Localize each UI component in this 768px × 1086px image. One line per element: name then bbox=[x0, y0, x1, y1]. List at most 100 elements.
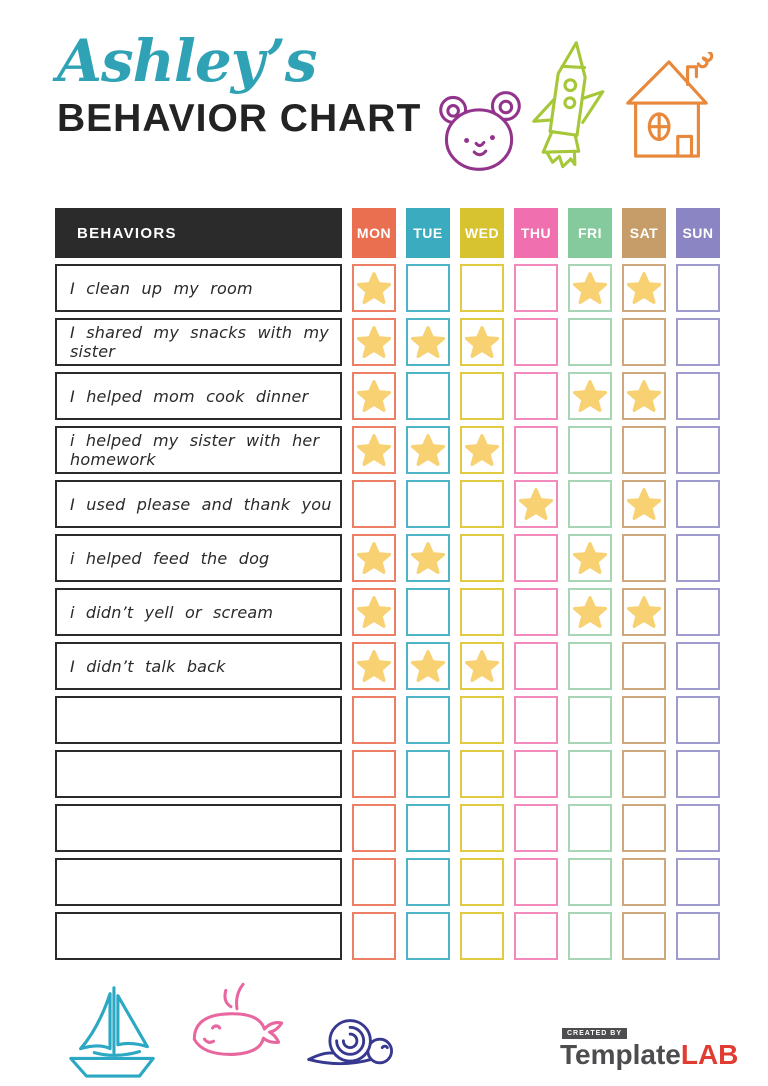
star-cell-sun[interactable] bbox=[676, 804, 720, 852]
star-cell-sun[interactable] bbox=[676, 588, 720, 636]
star-cell-mon[interactable] bbox=[352, 750, 396, 798]
star-icon bbox=[357, 434, 391, 466]
star-cell-fri[interactable] bbox=[568, 534, 612, 582]
star-cell-wed[interactable] bbox=[460, 264, 504, 312]
star-cell-fri[interactable] bbox=[568, 372, 612, 420]
star-cell-wed[interactable] bbox=[460, 804, 504, 852]
star-cell-mon[interactable] bbox=[352, 426, 396, 474]
star-cell-mon[interactable] bbox=[352, 534, 396, 582]
star-cell-thu[interactable] bbox=[514, 264, 558, 312]
star-cell-tue[interactable] bbox=[406, 372, 450, 420]
star-cell-wed[interactable] bbox=[460, 696, 504, 744]
star-cell-mon[interactable] bbox=[352, 264, 396, 312]
star-cell-sat[interactable] bbox=[622, 696, 666, 744]
star-cell-tue[interactable] bbox=[406, 588, 450, 636]
star-cell-tue[interactable] bbox=[406, 318, 450, 366]
star-cell-fri[interactable] bbox=[568, 912, 612, 960]
star-cell-mon[interactable] bbox=[352, 804, 396, 852]
star-cell-sun[interactable] bbox=[676, 372, 720, 420]
star-cell-wed[interactable] bbox=[460, 372, 504, 420]
star-cell-thu[interactable] bbox=[514, 534, 558, 582]
star-cell-tue[interactable] bbox=[406, 480, 450, 528]
star-cell-sun[interactable] bbox=[676, 534, 720, 582]
star-icon bbox=[573, 380, 607, 412]
star-cell-thu[interactable] bbox=[514, 804, 558, 852]
star-cell-tue[interactable] bbox=[406, 696, 450, 744]
star-cell-wed[interactable] bbox=[460, 426, 504, 474]
star-cell-thu[interactable] bbox=[514, 426, 558, 474]
star-cell-wed[interactable] bbox=[460, 642, 504, 690]
star-cell-thu[interactable] bbox=[514, 912, 558, 960]
star-icon bbox=[411, 650, 445, 682]
star-cell-sat[interactable] bbox=[622, 804, 666, 852]
star-cell-wed[interactable] bbox=[460, 534, 504, 582]
behavior-row: i didn’t yell or scream bbox=[55, 588, 721, 636]
star-icon bbox=[519, 488, 553, 520]
star-cell-wed[interactable] bbox=[460, 912, 504, 960]
star-cell-mon[interactable] bbox=[352, 912, 396, 960]
star-cell-mon[interactable] bbox=[352, 372, 396, 420]
star-cell-fri[interactable] bbox=[568, 804, 612, 852]
star-cell-sun[interactable] bbox=[676, 912, 720, 960]
star-cell-sat[interactable] bbox=[622, 426, 666, 474]
star-cell-sat[interactable] bbox=[622, 534, 666, 582]
star-cell-fri[interactable] bbox=[568, 858, 612, 906]
star-cell-fri[interactable] bbox=[568, 588, 612, 636]
star-cell-sun[interactable] bbox=[676, 750, 720, 798]
star-cell-sun[interactable] bbox=[676, 426, 720, 474]
behavior-row: I shared my snacks with my sister bbox=[55, 318, 721, 366]
star-cell-mon[interactable] bbox=[352, 480, 396, 528]
star-cell-tue[interactable] bbox=[406, 642, 450, 690]
star-cell-sat[interactable] bbox=[622, 318, 666, 366]
star-cell-fri[interactable] bbox=[568, 426, 612, 474]
star-cell-mon[interactable] bbox=[352, 318, 396, 366]
star-cell-thu[interactable] bbox=[514, 696, 558, 744]
star-icon bbox=[357, 650, 391, 682]
star-cell-fri[interactable] bbox=[568, 642, 612, 690]
star-cell-tue[interactable] bbox=[406, 750, 450, 798]
behavior-row bbox=[55, 858, 721, 906]
star-cell-thu[interactable] bbox=[514, 318, 558, 366]
star-cell-sat[interactable] bbox=[622, 372, 666, 420]
star-cell-thu[interactable] bbox=[514, 372, 558, 420]
star-cell-tue[interactable] bbox=[406, 912, 450, 960]
star-cell-mon[interactable] bbox=[352, 588, 396, 636]
star-cell-sun[interactable] bbox=[676, 264, 720, 312]
star-cell-sat[interactable] bbox=[622, 642, 666, 690]
star-cell-sun[interactable] bbox=[676, 642, 720, 690]
star-cell-thu[interactable] bbox=[514, 588, 558, 636]
star-cell-sun[interactable] bbox=[676, 858, 720, 906]
star-cell-mon[interactable] bbox=[352, 696, 396, 744]
star-cell-mon[interactable] bbox=[352, 858, 396, 906]
star-cell-mon[interactable] bbox=[352, 642, 396, 690]
star-cell-tue[interactable] bbox=[406, 534, 450, 582]
star-cell-sat[interactable] bbox=[622, 912, 666, 960]
star-cell-fri[interactable] bbox=[568, 696, 612, 744]
star-cell-wed[interactable] bbox=[460, 318, 504, 366]
star-cell-sat[interactable] bbox=[622, 588, 666, 636]
star-cell-fri[interactable] bbox=[568, 750, 612, 798]
star-cell-tue[interactable] bbox=[406, 858, 450, 906]
star-cell-tue[interactable] bbox=[406, 804, 450, 852]
behaviors-header: BEHAVIORS bbox=[55, 208, 342, 258]
star-cell-sun[interactable] bbox=[676, 318, 720, 366]
star-cell-wed[interactable] bbox=[460, 750, 504, 798]
star-cell-wed[interactable] bbox=[460, 588, 504, 636]
star-cell-thu[interactable] bbox=[514, 858, 558, 906]
star-cell-tue[interactable] bbox=[406, 426, 450, 474]
star-cell-thu[interactable] bbox=[514, 750, 558, 798]
star-cell-sat[interactable] bbox=[622, 264, 666, 312]
star-cell-sat[interactable] bbox=[622, 480, 666, 528]
star-cell-sun[interactable] bbox=[676, 480, 720, 528]
star-cell-sun[interactable] bbox=[676, 696, 720, 744]
star-cell-fri[interactable] bbox=[568, 318, 612, 366]
star-cell-sat[interactable] bbox=[622, 858, 666, 906]
star-cell-wed[interactable] bbox=[460, 858, 504, 906]
star-cell-fri[interactable] bbox=[568, 264, 612, 312]
star-cell-fri[interactable] bbox=[568, 480, 612, 528]
star-cell-wed[interactable] bbox=[460, 480, 504, 528]
star-cell-sat[interactable] bbox=[622, 750, 666, 798]
star-cell-thu[interactable] bbox=[514, 642, 558, 690]
star-cell-tue[interactable] bbox=[406, 264, 450, 312]
star-cell-thu[interactable] bbox=[514, 480, 558, 528]
